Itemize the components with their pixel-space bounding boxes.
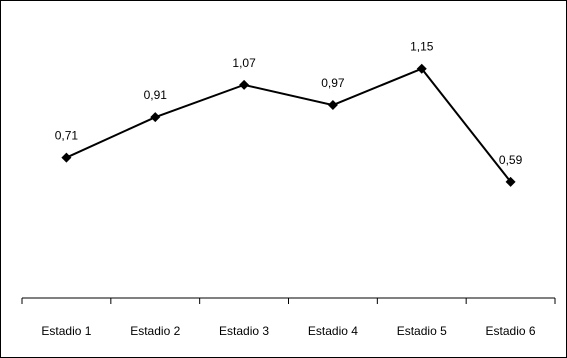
x-tick-label: Estadio 2 xyxy=(130,324,180,338)
data-label: 0,71 xyxy=(55,129,79,143)
x-tick-label: Estadio 3 xyxy=(219,324,269,338)
series-line-layer xyxy=(66,67,512,183)
data-label: 0,59 xyxy=(499,153,523,167)
data-point-marker xyxy=(416,63,427,74)
data-point-marker xyxy=(239,79,250,90)
data-labels-layer: 0,71 0,91 1,07 0,97 1,15 0,59 xyxy=(55,40,523,167)
x-tick-label: Estadio 1 xyxy=(41,324,91,338)
data-label: 1,15 xyxy=(410,40,434,54)
data-label: 0,97 xyxy=(321,76,345,90)
x-tick-label: Estadio 4 xyxy=(308,324,358,338)
data-point-marker xyxy=(150,112,161,123)
markers-layer xyxy=(61,63,516,187)
data-point-marker xyxy=(61,152,72,163)
x-tick-label: Estadio 6 xyxy=(486,324,536,338)
data-label: 0,91 xyxy=(144,88,168,102)
x-axis xyxy=(21,297,556,304)
data-point-marker xyxy=(327,100,338,111)
x-tick-label: Estadio 5 xyxy=(397,324,447,338)
data-label: 1,07 xyxy=(232,56,256,70)
series-line xyxy=(66,67,512,183)
data-point-marker xyxy=(505,176,516,187)
x-tick-labels-layer: Estadio 1 Estadio 2 Estadio 3 Estadio 4 Esta… xyxy=(41,324,536,338)
